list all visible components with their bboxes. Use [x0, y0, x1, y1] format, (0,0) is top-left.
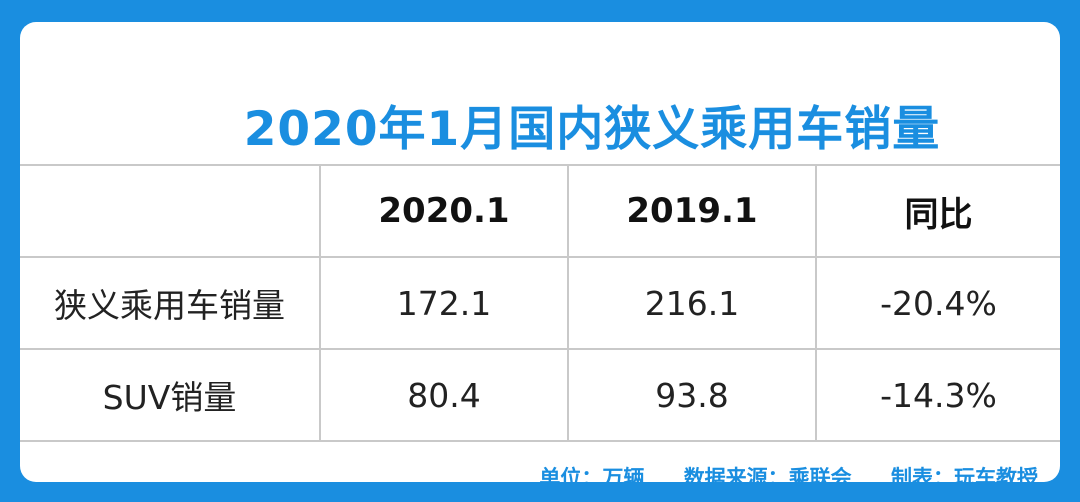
header-cell-empty	[20, 164, 321, 258]
table-row: SUV销量 80.4 93.8 -14.3%	[20, 348, 1060, 442]
header-cell-2019: 2019.1	[567, 164, 817, 258]
page-title: 2020年1月国内狭义乘用车销量	[243, 102, 941, 157]
cell-value: 93.8	[567, 348, 817, 442]
cell-value: 80.4	[319, 348, 569, 442]
row-label: SUV销量	[20, 348, 321, 442]
header-cell-yoy: 同比	[815, 164, 1060, 258]
footer-notes: 单位：万辆 数据来源：乘联会 制表：玩车教授	[539, 462, 1038, 482]
footer-maker: 制表：玩车教授	[891, 466, 1038, 482]
table-header-row: 2020.1 2019.1 同比	[20, 164, 1060, 258]
cell-value: -14.3%	[815, 348, 1060, 442]
cell-value: 216.1	[567, 256, 817, 350]
table-card: 2020年1月国内狭义乘用车销量 2020.1 2019.1 同比 狭义乘用车销…	[20, 22, 1060, 482]
cell-value: 172.1	[319, 256, 569, 350]
sales-table: 2020.1 2019.1 同比 狭义乘用车销量 172.1 216.1 -20…	[20, 164, 1060, 442]
table-row: 狭义乘用车销量 172.1 216.1 -20.4%	[20, 256, 1060, 350]
header-cell-2020: 2020.1	[319, 164, 569, 258]
footer-source: 数据来源：乘联会	[683, 466, 852, 482]
footer-unit: 单位：万辆	[539, 466, 645, 482]
row-label: 狭义乘用车销量	[20, 256, 321, 350]
cell-value: -20.4%	[815, 256, 1060, 350]
